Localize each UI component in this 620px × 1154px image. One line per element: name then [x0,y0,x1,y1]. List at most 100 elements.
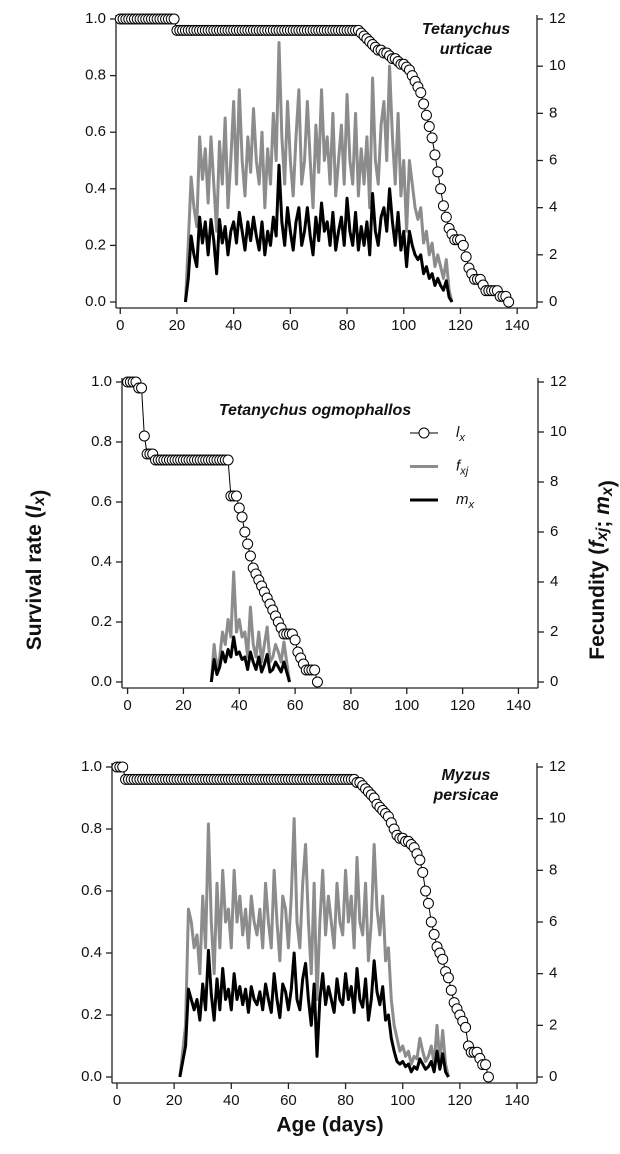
survival-point [244,550,256,562]
y-axis-title: Survival rate (lx) [23,490,51,651]
survival-point [503,296,515,308]
species-label: persicae [433,787,499,804]
fecundity-line [178,817,450,1078]
survival-point [423,121,435,133]
y2-tick-label: 8 [550,473,558,490]
y-tick-label: 0.0 [81,1068,102,1085]
x-tick-label: 120 [448,317,473,334]
y-tick-label: 0.6 [91,493,112,510]
y2-tick-label: 12 [550,373,567,390]
x-tick-label: 40 [225,317,242,334]
legend-label: fxj [456,457,469,477]
y2-tick-label: 2 [550,623,558,640]
y-tick-label: 1.0 [85,10,106,27]
survival-point [437,953,449,965]
survival-point [117,761,129,773]
survival-point [415,87,427,99]
survival-point [460,251,472,263]
y2-axis-title: Fecundity (fxj; mx) [586,480,619,659]
x-tick-label: 20 [166,1092,183,1109]
y2-tick-label: 4 [549,965,557,982]
fecundity-line [178,948,450,1078]
survival-point [442,972,454,984]
y-tick-label: 0.6 [85,123,106,140]
y-tick-label: 0.8 [85,67,106,84]
survival-point [426,132,438,144]
y-tick-label: 1.0 [81,758,102,775]
survival-point [480,1059,492,1071]
x-tick-label: 60 [287,697,304,714]
survival-point [309,664,321,676]
y2-tick-label: 2 [549,1016,557,1033]
x-tick-label: 20 [175,697,192,714]
y2-tick-label: 12 [549,758,566,775]
survival-point [428,928,440,940]
x-tick-label: 100 [390,1092,415,1109]
survival-point [425,916,437,928]
y2-tick-label: 10 [550,423,567,440]
x-tick-label: 60 [280,1092,297,1109]
fecundity-line [209,635,291,683]
species-label: Tetanychus [422,21,510,38]
x-tick-label: 0 [116,317,124,334]
y-tick-label: 0.8 [81,820,102,837]
x-tick-label: 100 [394,697,419,714]
survival-point [414,854,426,866]
x-tick-label: 0 [123,697,131,714]
y2-tick-label: 10 [549,810,566,827]
y-tick-label: 0.4 [85,180,106,197]
survival-point [168,13,180,25]
y2-tick-label: 0 [549,1068,557,1085]
x-tick-label: 140 [506,697,531,714]
legend-label: lx [456,424,465,444]
y2-tick-label: 0 [550,673,558,690]
species-label: Tetanychus ogmophallos [219,402,411,419]
x-tick-label: 20 [169,317,186,334]
x-tick-label: 80 [337,1092,354,1109]
x-tick-label: 120 [450,697,475,714]
y2-tick-label: 12 [549,10,566,27]
y2-tick-label: 8 [549,861,557,878]
survival-point [437,200,449,212]
survival-point [422,897,434,909]
legend-label: mx [456,491,475,511]
y2-tick-label: 0 [549,293,557,310]
survival-point [230,490,242,502]
y2-tick-label: 4 [549,199,557,216]
x-tick-label: 0 [113,1092,121,1109]
survival-point [289,634,301,646]
y2-tick-label: 6 [549,151,557,168]
y-tick-label: 0.6 [81,882,102,899]
survival-point [429,149,441,161]
y-tick-label: 0.0 [85,293,106,310]
survival-point [233,502,245,514]
survival-point [420,109,432,121]
survival-point [236,511,248,523]
survival-point [460,1021,472,1033]
x-tick-label: 120 [447,1092,472,1109]
survival-point [222,454,234,466]
y-tick-label: 0.4 [81,944,102,961]
y2-tick-label: 6 [549,913,557,930]
y2-tick-label: 2 [549,246,557,263]
survival-point [138,430,150,442]
survival-point [435,183,447,195]
x-tick-label: 140 [505,317,530,334]
y-tick-label: 0.2 [81,1006,102,1023]
species-label: urticae [440,41,493,58]
survival-point [418,98,430,110]
survival-point [242,538,254,550]
survival-point [482,1071,494,1083]
survival-point [311,676,323,688]
y-tick-label: 0.0 [91,673,112,690]
y-tick-label: 1.0 [91,373,112,390]
survival-point [457,239,469,251]
survival-point [420,885,432,897]
survival-point [136,382,148,394]
x-tick-label: 40 [223,1092,240,1109]
fecundity-line [209,570,292,683]
y-tick-label: 0.4 [91,553,112,570]
